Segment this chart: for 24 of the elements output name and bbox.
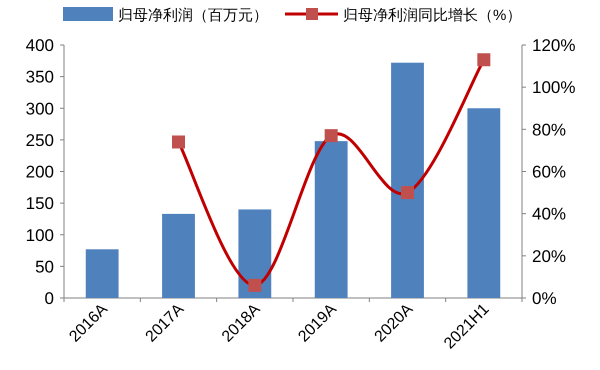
- bar: [467, 108, 500, 298]
- y-tick-label: 200: [26, 162, 54, 182]
- y2-tick-label: 120%: [532, 36, 576, 55]
- y-tick-label: 150: [26, 194, 54, 214]
- y-tick-label: 350: [26, 68, 54, 87]
- y-tick-label: 250: [26, 130, 54, 150]
- bar: [86, 249, 119, 298]
- bar: [162, 214, 195, 298]
- bar: [238, 209, 272, 298]
- bar: [314, 141, 348, 298]
- y-tick-label: 300: [26, 99, 54, 118]
- bar: [391, 62, 424, 298]
- y2-tick-label: 100%: [532, 78, 576, 98]
- y-tick-label: 50: [35, 257, 54, 276]
- legend-label: 归母净利润同比增长（%）: [343, 7, 522, 24]
- y2-tick-label: 40%: [532, 204, 566, 224]
- y2-tick-label: 0%: [532, 289, 557, 308]
- y-tick-label: 400: [26, 36, 54, 55]
- y2-tick-label: 80%: [532, 120, 566, 140]
- y2-tick-label: 60%: [532, 162, 566, 182]
- y-tick-label: 100: [26, 226, 54, 245]
- legend-label: 归母净利润（百万元）: [118, 7, 268, 24]
- y-tick-label: 0: [44, 289, 54, 308]
- y2-tick-label: 20%: [532, 246, 566, 266]
